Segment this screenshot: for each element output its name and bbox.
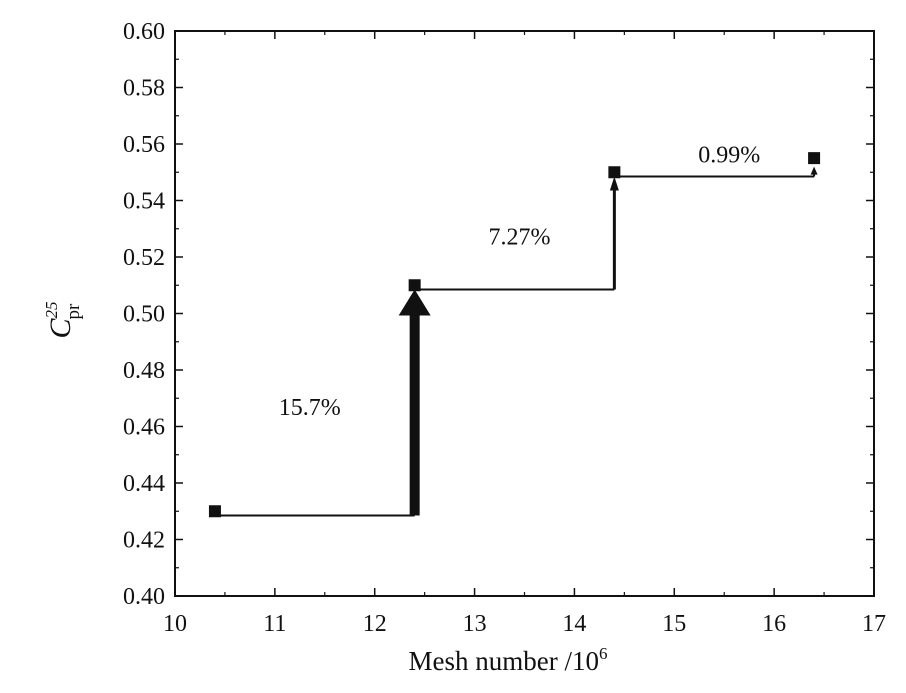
arrows — [398, 166, 818, 516]
y-tick-label: 0.56 — [123, 132, 165, 158]
y-tick-label: 0.40 — [123, 584, 165, 610]
data-point — [408, 279, 421, 292]
y-tick-label: 0.44 — [123, 471, 165, 497]
x-tick-label: 15 — [662, 611, 686, 637]
arrow-head — [810, 166, 818, 175]
x-tick-label: 13 — [463, 611, 487, 637]
y-tick-label: 0.52 — [123, 245, 165, 271]
y-axis-tick-labels: 0.40 0.42 0.44 0.46 0.48 0.50 0.52 0.54 0.56 0.58… — [123, 19, 165, 610]
data-point — [208, 505, 221, 518]
annotations: 15.7% 7.27% 0.99% — [279, 142, 760, 421]
x-tick-label: 16 — [762, 611, 786, 637]
y-tick-label: 0.48 — [123, 358, 165, 384]
y-tick-label: 0.46 — [123, 415, 165, 441]
x-tick-label: 10 — [163, 611, 187, 637]
arrow-head — [398, 289, 431, 316]
plot-frame — [174, 30, 875, 597]
x-axis-title: Mesh number /106 — [409, 644, 608, 676]
data-point — [608, 166, 621, 179]
x-tick-label: 12 — [363, 611, 387, 637]
y-axis-ticks — [175, 30, 874, 597]
percent-annotation: 0.99% — [698, 142, 760, 168]
y-axis-title-main: C — [44, 318, 77, 339]
y-tick-label: 0.58 — [123, 76, 165, 102]
x-axis-tick-labels: 10 11 12 13 14 15 16 17 — [163, 611, 886, 637]
y-tick-label: 0.60 — [123, 19, 165, 45]
y-axis-title-subscript: pr — [63, 303, 84, 320]
y-axis-title: C25 pr — [42, 301, 84, 338]
percent-annotation: 15.7% — [279, 395, 341, 421]
data-markers — [208, 152, 821, 518]
percent-annotation: 7.27% — [489, 224, 551, 250]
x-axis-title-text: Mesh number /10 — [409, 646, 599, 676]
x-tick-label: 14 — [562, 611, 586, 637]
data-point — [808, 152, 821, 165]
y-axis-title-superscript: 25 — [42, 301, 61, 318]
arrow-head — [609, 176, 619, 191]
x-axis-ticks — [174, 31, 875, 596]
x-axis-title-superscript: 6 — [599, 644, 608, 663]
y-tick-label: 0.50 — [123, 302, 165, 328]
y-tick-label: 0.42 — [123, 528, 165, 554]
x-tick-label: 11 — [263, 611, 286, 637]
y-tick-label: 0.54 — [123, 189, 165, 215]
x-tick-label: 17 — [862, 611, 886, 637]
step-line — [214, 175, 815, 517]
